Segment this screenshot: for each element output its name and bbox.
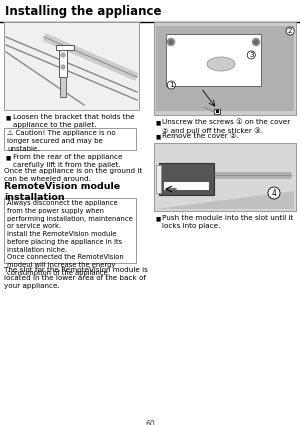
Text: 4: 4 [272,189,276,198]
Text: Always disconnect the appliance
from the power supply when
performing installati: Always disconnect the appliance from the… [7,200,133,276]
Circle shape [169,40,172,43]
Bar [216,110,219,113]
Text: Unscrew the screws ① on the cover
② and pull off the sticker ③.: Unscrew the screws ① on the cover ② and … [162,119,290,134]
Circle shape [253,39,260,45]
Bar [166,34,261,86]
Text: Push the module into the slot until it
locks into place.: Push the module into the slot until it l… [162,215,293,229]
Text: 1: 1 [169,82,173,88]
Bar [156,26,294,111]
Text: ■: ■ [155,134,160,139]
Bar [4,198,136,263]
Text: 60: 60 [145,420,155,425]
Bar [0,0,300,22]
Bar [156,165,161,193]
Text: ■: ■ [155,120,160,125]
Bar [164,182,209,190]
Polygon shape [156,191,294,209]
Bar [4,128,136,150]
Ellipse shape [207,57,235,71]
Text: 2: 2 [288,28,292,34]
Text: Installing the appliance: Installing the appliance [5,5,161,17]
Circle shape [167,39,175,45]
Circle shape [61,65,65,69]
Text: Once the appliance is on the ground it
can be wheeled around.: Once the appliance is on the ground it c… [4,168,142,182]
Bar [60,77,66,97]
Text: Loosen the bracket that holds the
appliance to the pallet.: Loosen the bracket that holds the applia… [13,114,135,128]
Bar [154,143,296,211]
Bar [159,163,214,195]
Text: Remove the cover ②.: Remove the cover ②. [162,133,239,139]
Text: ■: ■ [155,216,160,221]
Text: ■: ■ [6,155,11,160]
Text: ■: ■ [6,115,11,120]
Circle shape [61,53,65,57]
Text: From the rear of the appliance
carefully lift it from the pallet.: From the rear of the appliance carefully… [13,154,122,168]
Text: The slot for the RemoteVision module is
located in the lower area of the back of: The slot for the RemoteVision module is … [4,267,148,289]
Circle shape [254,40,257,43]
Bar [154,22,296,115]
Text: 3: 3 [249,52,254,58]
Text: RemoteVision module
installation: RemoteVision module installation [4,182,120,202]
Text: ⚠ Caution! The appliance is no
longer secured and may be
unstable.: ⚠ Caution! The appliance is no longer se… [7,130,116,152]
Bar [4,22,139,110]
Bar [59,47,67,77]
Bar [56,45,74,50]
Bar [214,109,220,114]
